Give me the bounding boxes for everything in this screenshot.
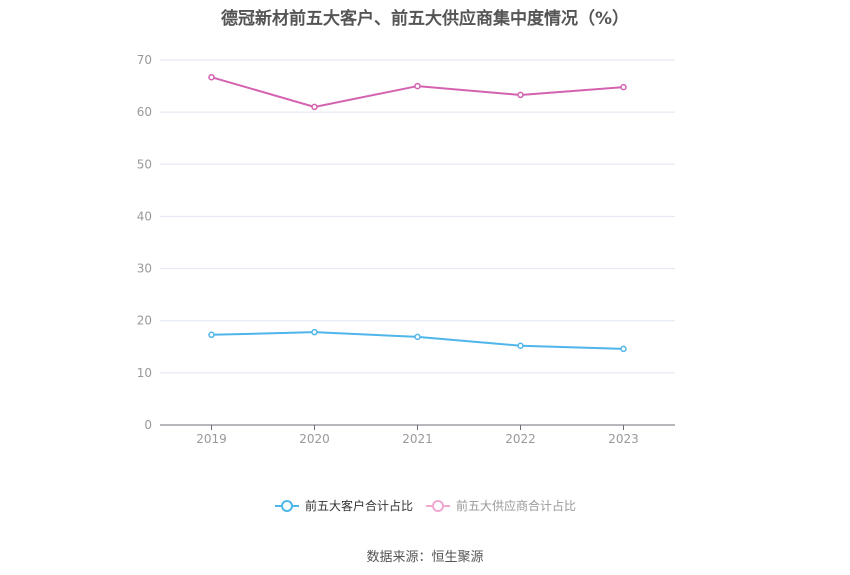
x-tick-label: 2023 xyxy=(608,432,639,446)
y-tick-label: 30 xyxy=(137,262,152,276)
x-tick-label: 2019 xyxy=(196,432,227,446)
legend-label: 前五大供应商合计占比 xyxy=(456,499,577,513)
data-point[interactable] xyxy=(311,103,318,111)
data-point[interactable] xyxy=(414,333,421,341)
data-source: 数据来源：恒生聚源 xyxy=(366,550,484,565)
y-tick-label: 20 xyxy=(137,314,152,328)
series-line xyxy=(211,76,624,108)
data-point[interactable] xyxy=(208,331,215,339)
data-point[interactable] xyxy=(620,83,627,91)
x-tick-label: 2022 xyxy=(505,432,536,446)
legend: 前五大客户合计占比 前五大供应商合计占比 xyxy=(0,497,850,514)
data-point[interactable] xyxy=(414,82,421,90)
data-point[interactable] xyxy=(620,345,627,353)
circle-line-icon xyxy=(426,499,450,512)
legend-item-suppliers[interactable]: 前五大供应商合计占比 xyxy=(425,497,576,514)
x-tick-label: 2020 xyxy=(299,432,330,446)
legend-item-customers[interactable]: 前五大客户合计占比 xyxy=(274,497,413,514)
data-point[interactable] xyxy=(517,342,524,349)
y-tick-label: 70 xyxy=(137,53,152,67)
data-point[interactable] xyxy=(517,91,524,99)
y-tick-label: 10 xyxy=(137,366,152,380)
y-tick-label: 50 xyxy=(137,157,152,171)
chart-title: 德冠新材前五大客户、前五大供应商集中度情况（%） xyxy=(220,9,630,29)
y-tick-label: 0 xyxy=(144,418,152,432)
y-tick-label: 40 xyxy=(137,209,152,223)
circle-line-icon xyxy=(274,499,299,512)
data-point[interactable] xyxy=(208,73,215,81)
x-tick-label: 2021 xyxy=(402,432,433,446)
data-point[interactable] xyxy=(311,328,318,336)
legend-label: 前五大客户合计占比 xyxy=(304,499,413,513)
y-tick-label: 60 xyxy=(137,105,152,119)
